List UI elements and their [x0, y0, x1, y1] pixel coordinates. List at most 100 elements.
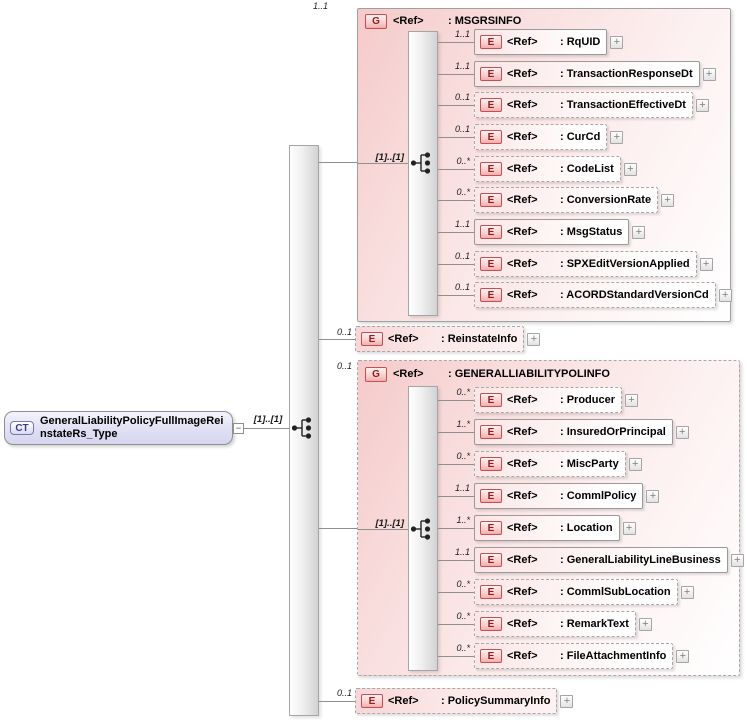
sequence-icon[interactable]	[410, 149, 436, 177]
expand-icon[interactable]: +	[560, 694, 574, 708]
element-name: : TransactionEffectiveDt	[560, 99, 686, 111]
element-box-producer[interactable]: E <Ref> : Producer	[474, 387, 623, 413]
element-box-curcd[interactable]: E <Ref> : CurCd	[474, 124, 608, 150]
element-box-insuredorprincipal[interactable]: E <Ref> : InsuredOrPrincipal	[474, 419, 673, 445]
sequence-icon[interactable]	[291, 414, 317, 442]
expand-icon[interactable]: +	[680, 585, 694, 599]
cardinality-label: 0..*	[456, 643, 470, 653]
expand-icon[interactable]: +	[695, 98, 709, 112]
element-row: 1..1 E <Ref> : RqUID +	[438, 29, 624, 55]
ref-label: <Ref>	[507, 258, 538, 270]
element-badge: E	[480, 98, 502, 112]
element-box-generalliabilitylinebusiness[interactable]: E <Ref> : GeneralLiabilityLineBusiness	[474, 547, 728, 573]
element-name: : Location	[560, 522, 613, 534]
expand-icon[interactable]: +	[610, 35, 624, 49]
cardinality-label: 1..1	[312, 1, 328, 11]
connector-line	[438, 559, 474, 561]
group-box-generalliabilitypolinfo[interactable]: G <Ref> : GENERALLIABILITYPOLINFO [1]..[…	[357, 360, 744, 676]
expand-icon[interactable]: +	[622, 521, 636, 535]
ref-label: <Ref>	[507, 426, 538, 438]
expand-icon[interactable]: +	[675, 425, 689, 439]
connector-line	[438, 294, 474, 296]
expand-icon[interactable]: +	[632, 225, 646, 239]
connector-line	[438, 104, 474, 106]
connector-line	[319, 339, 356, 340]
element-box-commlpolicy[interactable]: E <Ref> : CommlPolicy	[474, 483, 644, 509]
element-box-acordstandardversioncd[interactable]: E <Ref> : ACORDStandardVersionCd	[474, 282, 716, 308]
element-row: 1..1 E <Ref> : TransactionResponseDt +	[438, 61, 716, 87]
element-name: : PolicySummaryInfo	[441, 695, 551, 707]
cardinality-label: 1..1	[454, 547, 470, 557]
expand-icon[interactable]: +	[628, 457, 642, 471]
expand-icon[interactable]: +	[610, 130, 624, 144]
element-name: : MsgStatus	[560, 226, 623, 238]
sequence-icon[interactable]	[410, 515, 436, 543]
connector-line	[438, 263, 474, 265]
cardinality-label: 0..1	[454, 251, 470, 261]
element-name: : ReinstateInfo	[441, 333, 518, 345]
expand-icon[interactable]: +	[718, 288, 732, 302]
cardinality-label: [1]..[1]	[253, 414, 283, 425]
element-box-commlsublocation[interactable]: E <Ref> : CommlSubLocation	[474, 579, 678, 605]
element-box-location[interactable]: E <Ref> : Location	[474, 515, 620, 541]
element-row: 1..1 E <Ref> : MsgStatus +	[438, 219, 646, 245]
element-box-transactionresponsedt[interactable]: E <Ref> : TransactionResponseDt	[474, 61, 700, 87]
complextype-box[interactable]: CT GeneralLiabilityPolicyFullImageReinst…	[4, 411, 233, 445]
element-box-policysummaryinfo[interactable]: E <Ref> : PolicySummaryInfo	[355, 688, 558, 714]
complextype-badge: CT	[10, 421, 34, 435]
element-badge: E	[480, 457, 502, 471]
connector-line	[438, 495, 474, 497]
expand-icon[interactable]: +	[646, 489, 660, 503]
expand-icon[interactable]: +	[625, 393, 639, 407]
ref-label: <Ref>	[507, 131, 538, 143]
element-box-miscparty[interactable]: E <Ref> : MiscParty	[474, 451, 626, 477]
connector-line	[438, 655, 474, 657]
connector-line	[438, 199, 474, 201]
cardinality-label: 0..*	[456, 187, 470, 197]
connector-line	[438, 73, 474, 75]
cardinality-label: 0..*	[456, 579, 470, 589]
element-box-msgstatus[interactable]: E <Ref> : MsgStatus	[474, 219, 630, 245]
group-header: G <Ref> : MSGRSINFO	[365, 12, 521, 30]
cardinality-label: 0..*	[456, 611, 470, 621]
element-badge: E	[480, 162, 502, 176]
expand-icon[interactable]: +	[661, 193, 675, 207]
connector-line	[438, 399, 474, 401]
expand-icon[interactable]: +	[638, 617, 652, 631]
collapse-icon[interactable]: −	[233, 423, 244, 434]
expand-icon[interactable]: +	[699, 257, 713, 271]
element-box-codelist[interactable]: E <Ref> : CodeList	[474, 156, 621, 182]
group-name: : GENERALLIABILITYPOLINFO	[448, 368, 610, 380]
element-name: : RqUID	[560, 36, 601, 48]
expand-icon[interactable]: +	[527, 332, 541, 346]
element-row: E <Ref> : PolicySummaryInfo +	[355, 688, 574, 714]
cardinality-label: 0..1	[454, 92, 470, 102]
element-row: 0..* E <Ref> : MiscParty +	[438, 451, 642, 477]
ref-label: <Ref>	[507, 68, 538, 80]
element-box-rquid[interactable]: E <Ref> : RqUID	[474, 29, 608, 55]
ref-label: <Ref>	[507, 522, 538, 534]
group-box-msgrsinfo[interactable]: G <Ref> : MSGRSINFO [1]..[1] 1..1 E <Ref…	[357, 8, 732, 322]
expand-icon[interactable]: +	[702, 67, 716, 81]
connector-line	[438, 231, 474, 233]
element-row: E <Ref> : ReinstateInfo +	[355, 326, 541, 352]
element-badge: E	[480, 585, 502, 599]
element-box-conversionrate[interactable]: E <Ref> : ConversionRate	[474, 187, 659, 213]
element-box-spxeditversionapplied[interactable]: E <Ref> : SPXEditVersionApplied	[474, 251, 697, 277]
connector-line	[438, 623, 474, 625]
connector-line	[438, 136, 474, 138]
ref-label: <Ref>	[507, 490, 538, 502]
ref-label: <Ref>	[388, 333, 419, 345]
element-box-transactioneffectivedt[interactable]: E <Ref> : TransactionEffectiveDt	[474, 92, 693, 118]
expand-icon[interactable]: +	[623, 162, 637, 176]
expand-icon[interactable]: +	[730, 553, 744, 567]
element-row: 1..1 E <Ref> : GeneralLiabilityLineBusin…	[438, 547, 744, 573]
expand-icon[interactable]: +	[676, 649, 690, 663]
element-box-remarktext[interactable]: E <Ref> : RemarkText	[474, 611, 636, 637]
element-box-fileattachmentinfo[interactable]: E <Ref> : FileAttachmentInfo	[474, 643, 674, 669]
ref-label: <Ref>	[507, 289, 538, 301]
cardinality-label: 0..1	[336, 688, 352, 698]
element-box-reinstateinfo[interactable]: E <Ref> : ReinstateInfo	[355, 326, 525, 352]
ref-label: <Ref>	[507, 394, 538, 406]
